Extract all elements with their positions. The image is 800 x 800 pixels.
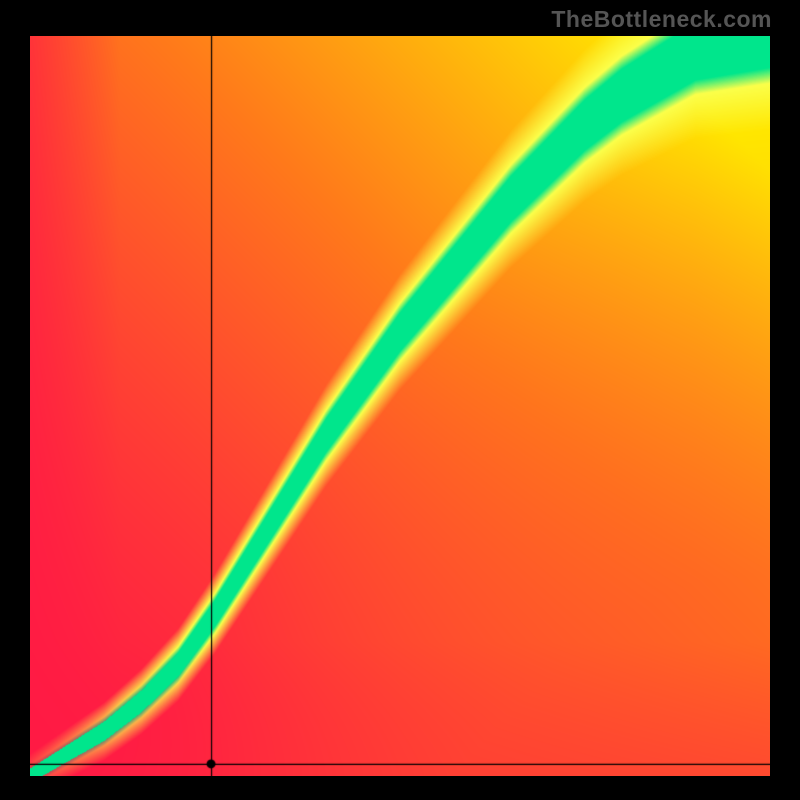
watermark-text: TheBottleneck.com [551, 6, 772, 33]
chart-container: TheBottleneck.com [0, 0, 800, 800]
heatmap-canvas [30, 36, 770, 776]
plot-area [30, 36, 770, 776]
